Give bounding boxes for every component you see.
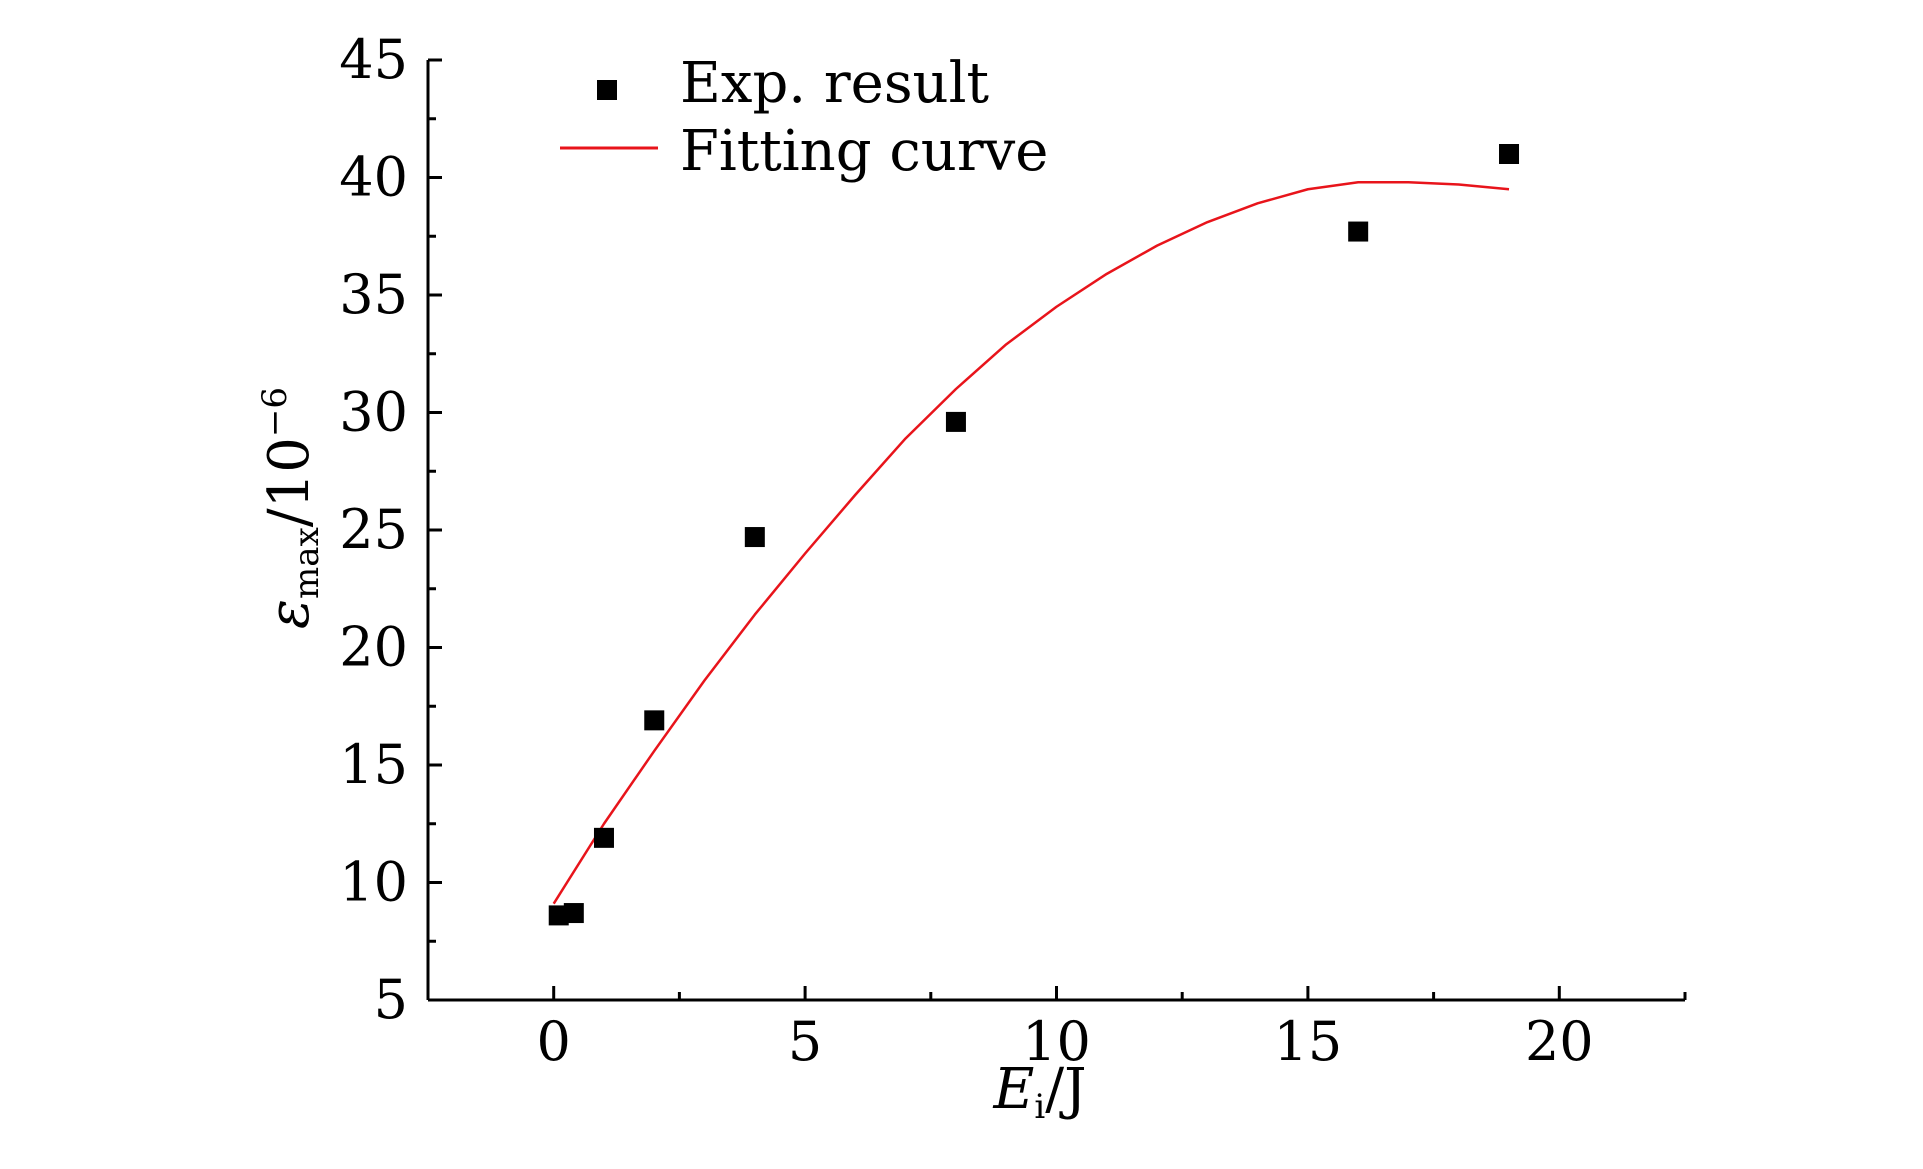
exp-result-point bbox=[945, 411, 966, 432]
y-ticks: 5 10 15 20 25 30 35 40 45 bbox=[339, 28, 442, 1031]
y-tick-label: 5 bbox=[374, 968, 408, 1031]
y-tick-label: 40 bbox=[339, 146, 408, 209]
exp-result-point bbox=[563, 903, 584, 924]
exp-result-point bbox=[644, 710, 665, 731]
x-axis-label: Ei/J bbox=[992, 1057, 1086, 1127]
y-axis-label-unit: /10 bbox=[257, 437, 322, 527]
y-tick-label: 10 bbox=[339, 851, 408, 914]
x-tick-label: 20 bbox=[1525, 1010, 1594, 1073]
y-tick-label: 35 bbox=[339, 263, 408, 326]
legend-label-fitting-curve: Fitting curve bbox=[680, 119, 1048, 184]
y-axis-label-main: ε bbox=[257, 599, 322, 629]
x-tick-label: 15 bbox=[1274, 1010, 1343, 1073]
exp-result-point bbox=[548, 905, 569, 926]
y-tick-label: 20 bbox=[339, 616, 408, 679]
y-tick-label: 25 bbox=[339, 498, 408, 561]
legend-marker-square bbox=[597, 80, 617, 100]
plot-area bbox=[548, 144, 1520, 926]
exp-result-point bbox=[1348, 221, 1369, 242]
x-axis-label-sub: i bbox=[1034, 1087, 1045, 1127]
axes bbox=[426, 60, 1685, 1002]
exp-result-point bbox=[744, 527, 765, 548]
fitting-curve-line bbox=[552, 180, 1510, 905]
y-tick-label: 15 bbox=[339, 733, 408, 796]
exp-result-point bbox=[593, 827, 614, 848]
y-axis-label-sub: max bbox=[287, 527, 327, 599]
x-tick-label: 0 bbox=[537, 1010, 571, 1073]
y-axis-label-exp: −6 bbox=[255, 387, 295, 437]
x-tick-label: 5 bbox=[788, 1010, 822, 1073]
legend-label-exp-result: Exp. result bbox=[680, 51, 990, 116]
x-ticks: 0 5 10 15 20 bbox=[426, 986, 1687, 1073]
y-axis-label: εmax/10−6 bbox=[255, 387, 327, 629]
x-axis-label-main: E bbox=[992, 1057, 1034, 1122]
y-tick-label: 45 bbox=[339, 28, 408, 91]
x-axis-label-unit: /J bbox=[1045, 1057, 1086, 1122]
exp-result-point bbox=[1499, 144, 1520, 164]
x-tick-label: 10 bbox=[1022, 1010, 1091, 1073]
y-tick-label: 30 bbox=[339, 381, 408, 444]
